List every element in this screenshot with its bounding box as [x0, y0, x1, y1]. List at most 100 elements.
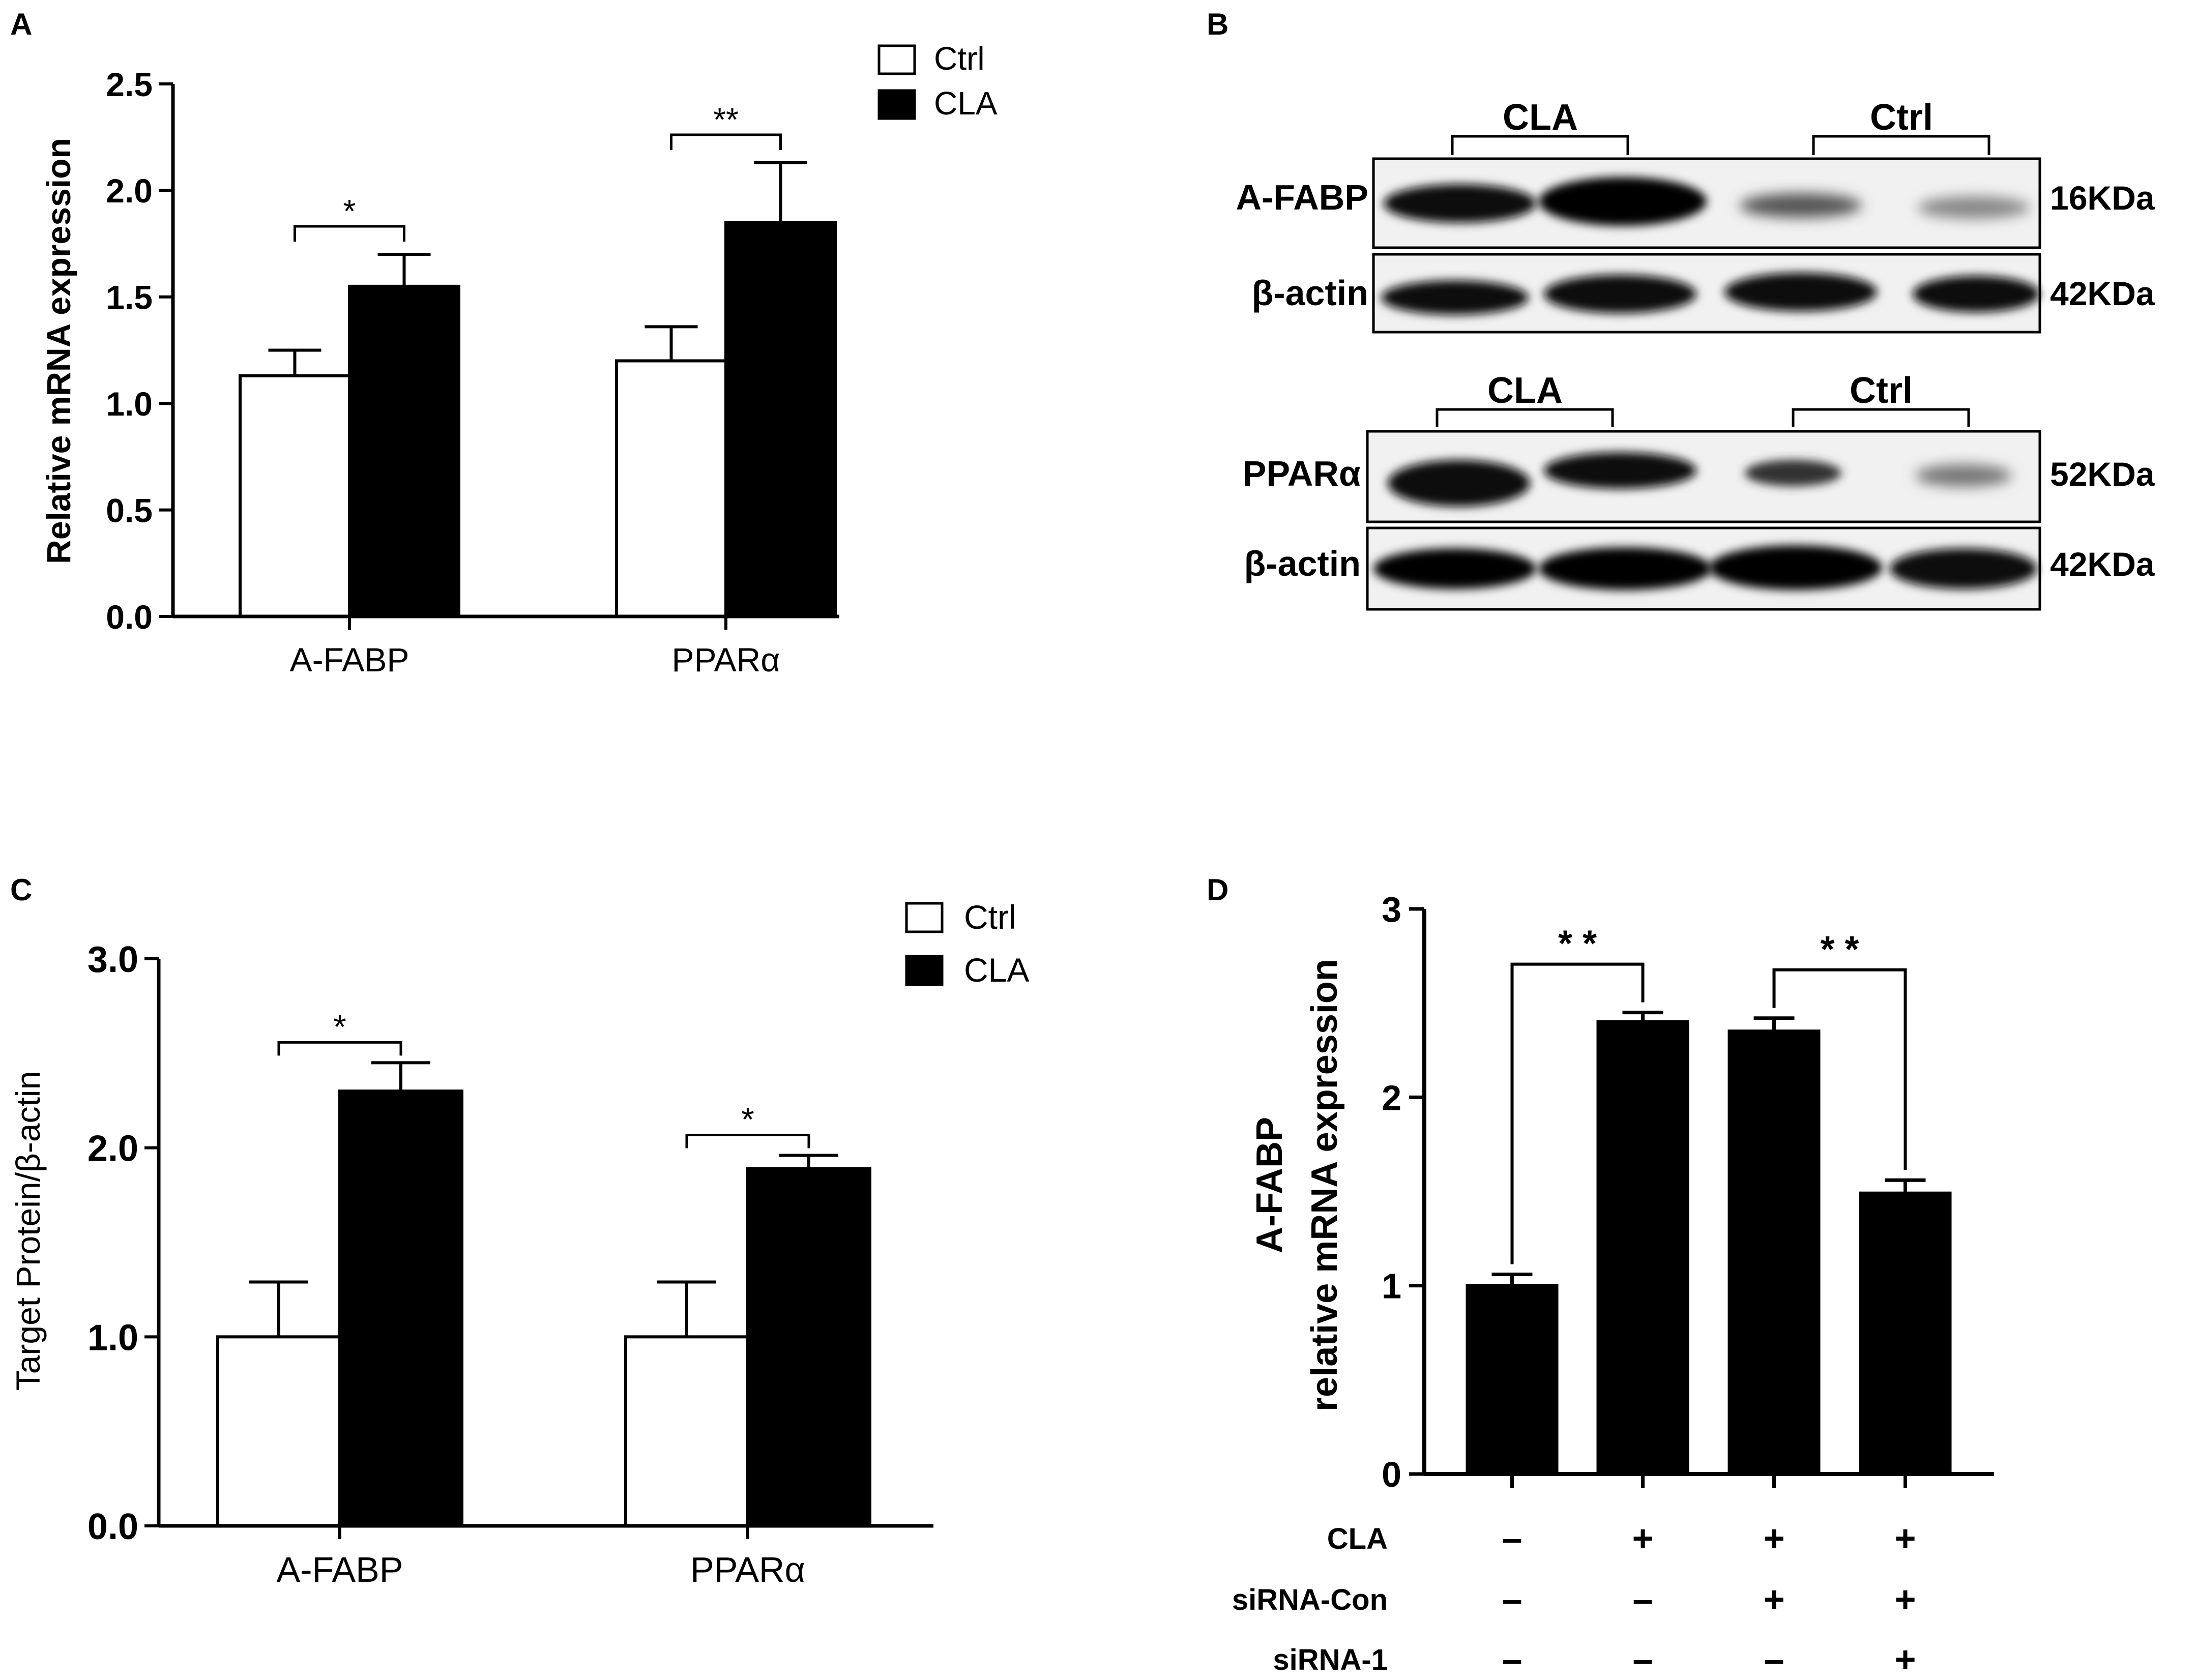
band	[1918, 196, 2030, 219]
chart-d-errorbars	[1491, 1011, 1926, 1286]
band	[1539, 547, 1712, 590]
bar-cla-0	[348, 284, 460, 618]
legend-label-ctrl: Ctrl	[934, 40, 985, 77]
condition-mark-2-0: –	[1502, 1639, 1522, 1680]
blot1-group-label-ctrl: Ctrl	[1870, 97, 1933, 138]
chart-a-significance: ***	[294, 101, 782, 242]
blot1-row-label-afabp: A-FABP	[1236, 178, 1368, 217]
panel-d: D * * * * 0 1 2 3 A-FABP relative mRNA expre…	[1207, 873, 1994, 1680]
x-tick-label-0: A-FABP	[277, 1550, 403, 1589]
y-tick-label-2: 1.0	[106, 385, 153, 423]
condition-mark-2-1: –	[1632, 1639, 1653, 1680]
panel-b: B CLA Ctrl A-FABP 16KDa β-act	[1207, 7, 2155, 611]
chart-d-significance: * * * *	[1510, 924, 1907, 1264]
y-tick-label-1: 0.5	[106, 491, 153, 529]
condition-label-0: CLA	[1327, 1522, 1388, 1555]
band	[1890, 548, 2037, 589]
bar-3	[1859, 1191, 1952, 1476]
condition-mark-1-0: –	[1502, 1579, 1522, 1620]
significance-label-1: *	[741, 1101, 754, 1138]
band	[1913, 276, 2040, 312]
chart-a-y-ticks: 0.0 0.5 1.0 1.5 2.0 2.5	[106, 66, 173, 636]
band	[1381, 280, 1529, 315]
y-tick-label-1: 1.0	[87, 1317, 138, 1358]
chart-c-significance: **	[277, 1008, 810, 1148]
significance-bracket-1	[1772, 968, 1907, 1170]
condition-mark-1-2: +	[1763, 1579, 1784, 1620]
panel-letter-b: B	[1207, 7, 1228, 41]
legend-swatch-ctrl	[877, 44, 916, 75]
bar-ctrl-1	[615, 359, 727, 618]
chart-d-y-axis-label-line1: A-FABP	[1249, 1117, 1290, 1253]
chart-c-x-ticks: A-FABP PPARα	[277, 1526, 805, 1589]
significance-label-0: *	[333, 1008, 346, 1045]
significance-label-1: * *	[1820, 929, 1859, 970]
band	[1373, 548, 1536, 589]
blot2-size-actin: 42KDa	[2050, 545, 2155, 583]
significance-label-1: **	[713, 101, 739, 138]
bar-ctrl-0	[216, 1335, 341, 1527]
chart-d-y-axis-label-line2: relative mRNA expression	[1304, 959, 1345, 1411]
y-tick-label-1: 1	[1382, 1266, 1401, 1306]
blot1-group-label-cla: CLA	[1503, 97, 1578, 138]
condition-label-2: siRNA-1	[1273, 1643, 1388, 1676]
bar-ctrl-1	[624, 1335, 749, 1527]
band	[1384, 184, 1536, 223]
panel-letter-c: C	[10, 873, 32, 907]
chart-c-y-ticks: 0.0 1.0 2.0 3.0	[87, 939, 159, 1547]
chart-a-legend: Ctrl CLA	[877, 40, 998, 122]
band	[1544, 275, 1696, 313]
blot1-bracket-ctrl	[1812, 135, 1990, 155]
band	[1544, 452, 1696, 489]
chart-c-legend: Ctrl CLA	[905, 898, 1029, 989]
y-tick-label-3: 3.0	[87, 939, 138, 980]
significance-bracket-0	[277, 1041, 402, 1056]
condition-mark-0-3: +	[1894, 1518, 1916, 1559]
band	[1388, 460, 1530, 507]
y-tick-label-3: 3	[1382, 890, 1401, 929]
significance-label-0: *	[343, 193, 356, 229]
significance-label-0: * *	[1558, 924, 1597, 964]
chart-a: *** 0.00.51.01.52.02.5 A-FABP PPARα Relat…	[40, 40, 998, 679]
chart-a-errorbars	[268, 161, 807, 376]
y-tick-label-5: 2.5	[106, 66, 153, 103]
significance-bracket-0	[294, 225, 405, 242]
bar-1	[1596, 1020, 1689, 1476]
x-tick-label-0: A-FABP	[290, 641, 409, 679]
y-tick-label-3: 1.5	[106, 279, 153, 316]
blot2-row-label-ppara: PPARα	[1243, 454, 1361, 493]
blot1-size-actin: 42KDa	[2050, 275, 2155, 312]
chart-d-condition-table: CLA – + + + siRNA-Con – – + + siRNA-1 – – – +	[1232, 1518, 1916, 1680]
bar-cla-1	[724, 221, 837, 618]
bar-cla-0	[338, 1089, 463, 1528]
bar-ctrl-0	[239, 374, 351, 618]
condition-label-1: siRNA-Con	[1232, 1583, 1388, 1616]
blot2-bands-actin	[1373, 545, 2037, 590]
bar-0	[1466, 1284, 1559, 1476]
x-tick-label-1: PPARα	[690, 1550, 805, 1589]
y-tick-label-0: 0.0	[106, 598, 153, 636]
condition-mark-1-3: +	[1894, 1579, 1916, 1620]
panel-letter-d: D	[1207, 873, 1228, 907]
chart-c-errorbars	[249, 1061, 838, 1337]
chart-a-x-ticks: A-FABP PPARα	[290, 616, 780, 679]
blot1-row-label-actin: β-actin	[1252, 273, 1368, 313]
condition-mark-0-0: –	[1502, 1518, 1522, 1559]
band	[1724, 273, 1877, 311]
panel-a: A *** 0.00.51.01.52.02.5 A-FABP PPARα Rel…	[10, 7, 998, 679]
blot2-bracket-ctrl	[1792, 408, 1970, 427]
bar-cla-1	[746, 1167, 871, 1528]
chart-c-y-axis-label: Target Protein/β-actin	[9, 1071, 47, 1391]
blot-2: CLA Ctrl PPARα 52KDa β-actin 42KDa	[1243, 370, 2155, 611]
y-tick-label-2: 2.0	[87, 1129, 138, 1169]
chart-d: * * * * 0 1 2 3 A-FABP relative mRNA express…	[1232, 890, 1994, 1680]
band	[1915, 464, 2012, 487]
blot1-size-afabp: 16KDa	[2050, 179, 2155, 217]
condition-mark-2-3: +	[1894, 1639, 1916, 1680]
condition-mark-0-1: +	[1632, 1518, 1653, 1559]
chart-c-bars	[216, 1089, 871, 1528]
y-tick-label-4: 2.0	[106, 172, 153, 210]
y-tick-label-2: 2	[1382, 1078, 1401, 1117]
legend-swatch-cla	[905, 955, 944, 986]
chart-a-bars	[239, 221, 837, 618]
